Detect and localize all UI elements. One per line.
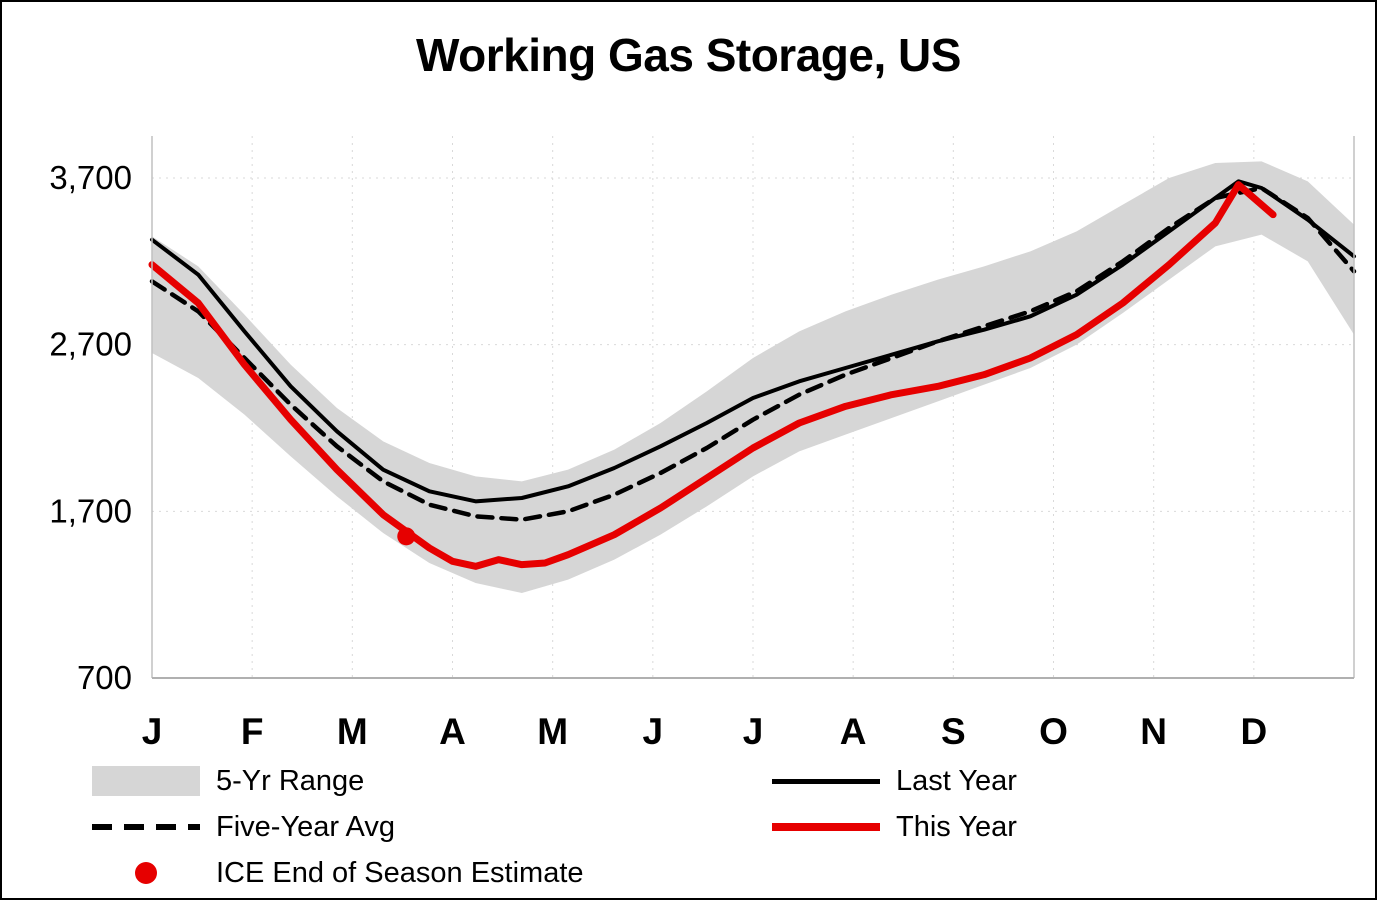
legend-label-last-year: Last Year bbox=[896, 764, 1017, 797]
series-line-0 bbox=[150, 179, 1356, 504]
chart-legend: 5-Yr Range Last Year Five-Year Avg This … bbox=[2, 758, 1375, 898]
ice-estimate-dot-swatch bbox=[92, 858, 200, 888]
chart-title: Working Gas Storage, US bbox=[416, 29, 961, 81]
x-month-label: J bbox=[142, 711, 163, 752]
five-year-avg-line-swatch bbox=[92, 824, 200, 830]
legend-label-this-year: This Year bbox=[896, 810, 1017, 843]
x-month-label: F bbox=[241, 711, 264, 752]
y-tick-label: 2,700 bbox=[49, 326, 132, 363]
x-month-label: J bbox=[743, 711, 764, 752]
last-year-line-swatch bbox=[772, 778, 880, 784]
x-month-label: M bbox=[337, 711, 368, 752]
chart-area: 700 1,700 2,700 3,700 J F M A M J J A S O N D bbox=[2, 98, 1375, 758]
range-band-swatch bbox=[92, 766, 200, 796]
legend-item-last-year: Last Year bbox=[772, 762, 1355, 800]
legend-label-ice-estimate: ICE End of Season Estimate bbox=[216, 856, 584, 889]
legend-item-this-year: This Year bbox=[772, 808, 1355, 846]
x-month-label: M bbox=[537, 711, 568, 752]
legend-item-range: 5-Yr Range bbox=[92, 762, 772, 800]
ice-estimate-marker bbox=[397, 527, 416, 546]
series-line-1 bbox=[149, 185, 1357, 522]
y-tick-label: 1,700 bbox=[49, 492, 132, 529]
legend-label-five-year-avg: Five-Year Avg bbox=[216, 810, 395, 843]
legend-label-range: 5-Yr Range bbox=[216, 764, 365, 797]
legend-item-ice-estimate: ICE End of Season Estimate bbox=[92, 854, 772, 892]
x-month-label: J bbox=[643, 711, 664, 752]
series-line-2 bbox=[148, 181, 1277, 570]
ice-estimate-dot-icon bbox=[135, 862, 157, 884]
this-year-line-swatch bbox=[772, 823, 880, 831]
x-month-label: A bbox=[439, 711, 466, 752]
range-band-shape bbox=[152, 161, 1354, 594]
legend-item-five-year-avg: Five-Year Avg bbox=[92, 808, 772, 846]
x-month-label: D bbox=[1240, 711, 1267, 752]
x-month-label: A bbox=[840, 711, 867, 752]
y-tick-label: 3,700 bbox=[49, 159, 132, 196]
y-tick-label: 700 bbox=[77, 659, 132, 696]
x-month-label: S bbox=[941, 711, 966, 752]
chart-svg: 700 1,700 2,700 3,700 J F M A M J J A S O N D bbox=[49, 136, 1357, 752]
x-month-label: N bbox=[1140, 711, 1167, 752]
x-month-label: O bbox=[1039, 711, 1068, 752]
